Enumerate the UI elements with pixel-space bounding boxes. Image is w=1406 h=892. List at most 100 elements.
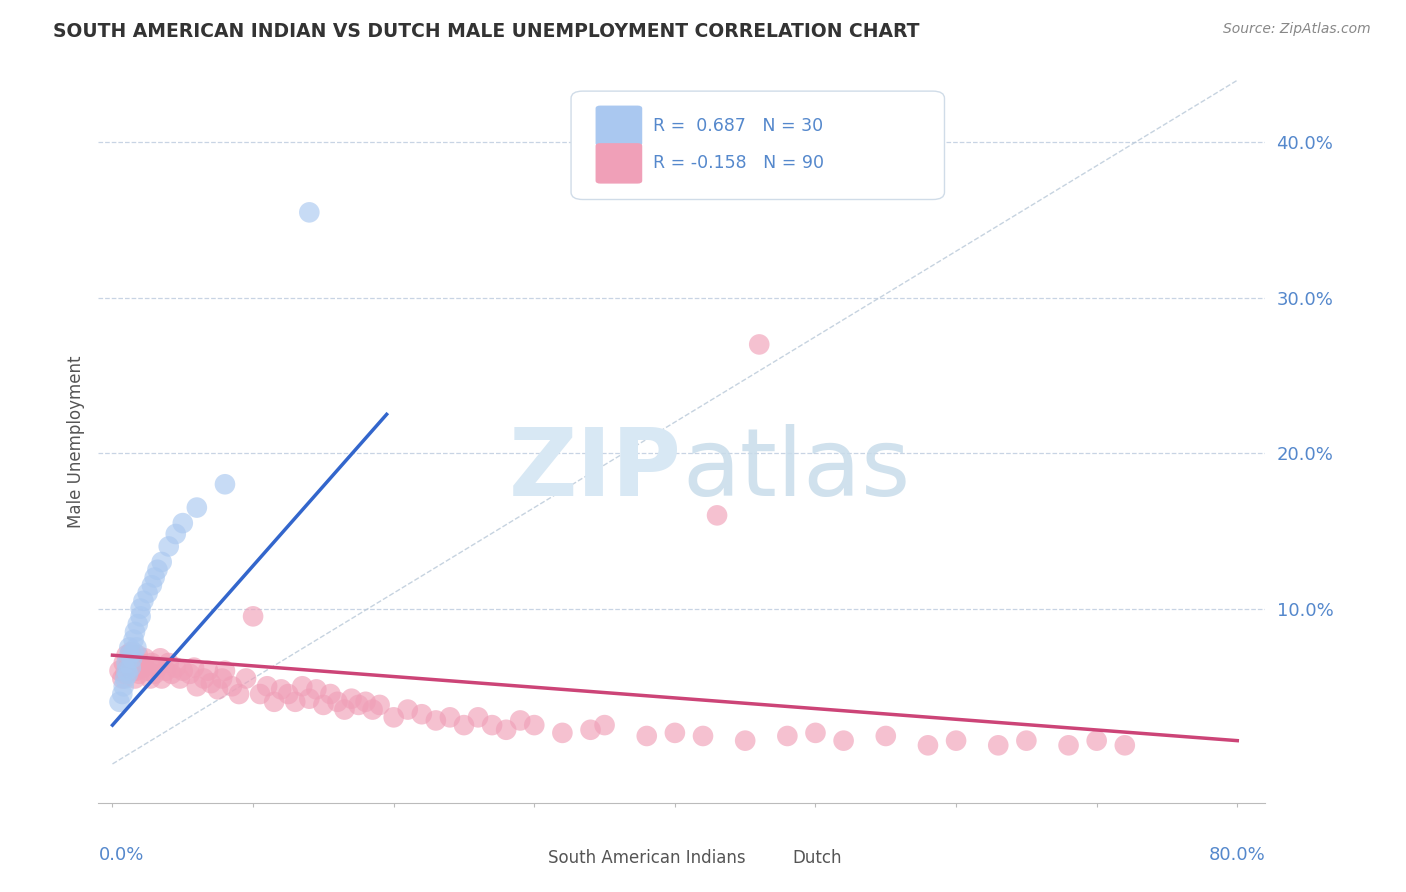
Point <box>214 477 236 491</box>
Point <box>186 679 208 693</box>
Point <box>1114 739 1136 753</box>
Point <box>121 664 143 678</box>
Point <box>132 594 155 608</box>
Point <box>214 664 236 678</box>
Point <box>333 702 356 716</box>
Point <box>1015 733 1038 747</box>
Point <box>495 723 517 737</box>
Point <box>832 733 855 747</box>
Point <box>228 687 250 701</box>
Point <box>136 586 159 600</box>
Text: South American Indians: South American Indians <box>548 849 745 867</box>
Point <box>298 205 321 219</box>
Point <box>146 660 169 674</box>
Point <box>128 666 150 681</box>
Point <box>734 733 756 747</box>
Point <box>117 666 139 681</box>
Point <box>551 726 574 740</box>
Point <box>127 648 149 663</box>
Point <box>114 666 136 681</box>
Point <box>165 660 187 674</box>
Point <box>124 672 146 686</box>
Point <box>664 726 686 740</box>
Point <box>155 664 177 678</box>
Point <box>172 516 194 530</box>
Point <box>114 672 136 686</box>
Point <box>211 672 233 686</box>
Point <box>235 672 257 686</box>
Point <box>1085 733 1108 747</box>
Point <box>136 664 159 678</box>
Point <box>439 710 461 724</box>
Point <box>270 682 292 697</box>
Point <box>396 702 419 716</box>
Point <box>284 695 307 709</box>
Text: R = -0.158   N = 90: R = -0.158 N = 90 <box>652 154 824 172</box>
Point <box>129 656 152 670</box>
Point <box>706 508 728 523</box>
Point <box>523 718 546 732</box>
FancyBboxPatch shape <box>596 105 643 146</box>
Text: SOUTH AMERICAN INDIAN VS DUTCH MALE UNEMPLOYMENT CORRELATION CHART: SOUTH AMERICAN INDIAN VS DUTCH MALE UNEM… <box>53 22 920 41</box>
Point <box>122 645 145 659</box>
Point <box>179 666 201 681</box>
Point <box>186 500 208 515</box>
Text: 0.0%: 0.0% <box>98 847 143 864</box>
Point <box>312 698 335 712</box>
Point <box>125 640 148 655</box>
Point <box>636 729 658 743</box>
Y-axis label: Male Unemployment: Male Unemployment <box>66 355 84 528</box>
Point <box>347 698 370 712</box>
Point <box>183 660 205 674</box>
Point <box>149 651 172 665</box>
FancyBboxPatch shape <box>596 143 643 184</box>
FancyBboxPatch shape <box>754 847 787 873</box>
Point <box>340 691 363 706</box>
Point <box>141 656 163 670</box>
Point <box>129 601 152 615</box>
Point <box>361 702 384 716</box>
Point <box>143 570 166 584</box>
Point <box>193 672 215 686</box>
Point <box>305 682 328 697</box>
Point <box>593 718 616 732</box>
Point <box>197 664 219 678</box>
Point <box>115 656 138 670</box>
Point <box>115 664 138 678</box>
Point <box>242 609 264 624</box>
Point <box>326 695 349 709</box>
Point <box>141 578 163 592</box>
Point <box>249 687 271 701</box>
Point <box>1057 739 1080 753</box>
Point <box>134 651 156 665</box>
Point <box>467 710 489 724</box>
Point <box>121 651 143 665</box>
Point <box>125 664 148 678</box>
Text: atlas: atlas <box>682 425 910 516</box>
Point <box>354 695 377 709</box>
Point <box>124 624 146 639</box>
Text: R =  0.687   N = 30: R = 0.687 N = 30 <box>652 117 823 135</box>
Point <box>150 672 173 686</box>
Point <box>368 698 391 712</box>
Point <box>579 723 602 737</box>
Point <box>917 739 939 753</box>
Point <box>120 660 142 674</box>
Point <box>200 676 222 690</box>
Point <box>122 632 145 647</box>
Point <box>143 666 166 681</box>
Text: Dutch: Dutch <box>793 849 842 867</box>
Point <box>111 687 134 701</box>
Point <box>319 687 342 701</box>
Point <box>120 645 142 659</box>
Point <box>172 664 194 678</box>
Point <box>139 672 162 686</box>
Point <box>157 656 180 670</box>
Point <box>108 664 131 678</box>
FancyBboxPatch shape <box>509 847 541 873</box>
Point <box>118 648 141 663</box>
Text: ZIP: ZIP <box>509 425 682 516</box>
Point <box>127 617 149 632</box>
Point <box>748 337 770 351</box>
Point <box>150 555 173 569</box>
